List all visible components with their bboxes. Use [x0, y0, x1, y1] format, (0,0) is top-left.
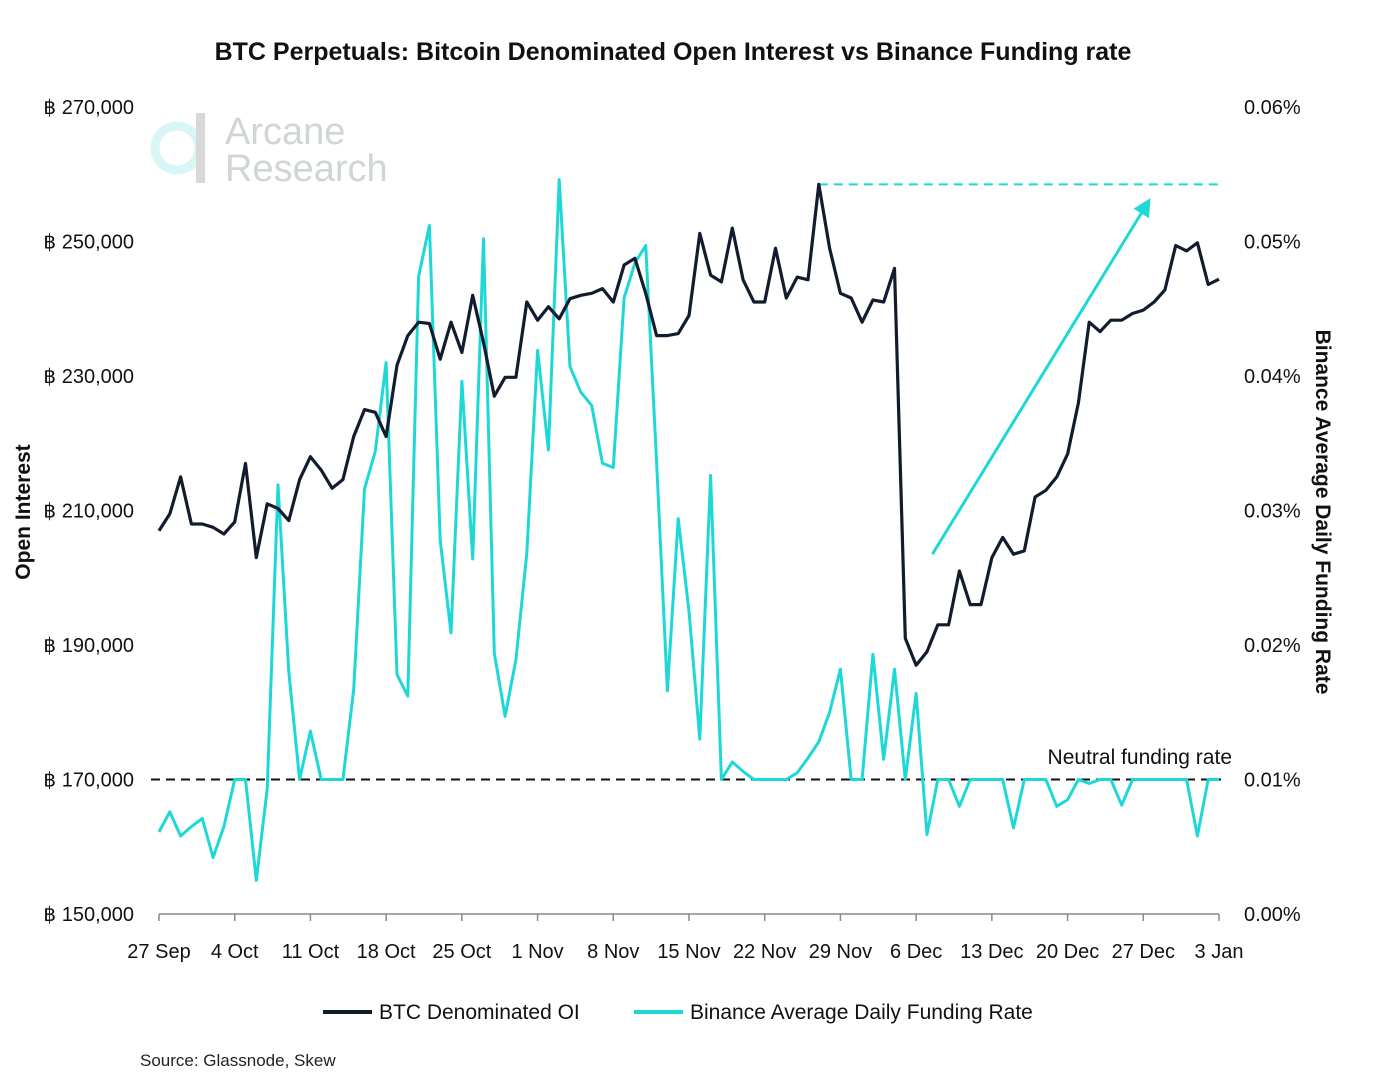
left-tick-label: ฿ 270,000	[43, 97, 134, 119]
left-tick-label: ฿ 170,000	[43, 770, 134, 792]
logo-line2: Research	[225, 148, 388, 190]
x-tick-label: 20 Dec	[1036, 941, 1099, 963]
watermark-logo: Arcane Research	[150, 111, 388, 190]
right-tick-label: 0.00%	[1244, 904, 1301, 926]
x-tick-label: 8 Nov	[587, 941, 639, 963]
funding-rate-line	[157, 178, 1219, 882]
left-tick-label: ฿ 250,000	[43, 232, 134, 254]
left-tick-label: ฿ 190,000	[43, 635, 134, 657]
open-interest-line	[157, 182, 1220, 667]
x-tick-label: 27 Sep	[127, 941, 190, 963]
legend-label-oi: BTC Denominated OI	[379, 1001, 580, 1024]
logo-bar-icon	[196, 113, 205, 183]
x-tick-label: 1 Nov	[511, 941, 563, 963]
y-axis-right-label: Binance Average Daily Funding Rate	[1311, 330, 1334, 695]
neutral-funding-label: Neutral funding rate	[1048, 746, 1232, 769]
source-note: Source: Glassnode, Skew	[140, 1051, 336, 1070]
x-tick-label: 13 Dec	[960, 941, 1023, 963]
x-tick-label: 25 Oct	[432, 941, 491, 963]
x-tick-label: 29 Nov	[809, 941, 872, 963]
left-axis: ฿ 150,000 ฿ 170,000 ฿ 190,000 ฿ 210,000 ฿ 23…	[43, 97, 134, 926]
x-tick-label: 4 Oct	[211, 941, 259, 963]
x-tick-label: 15 Nov	[657, 941, 720, 963]
y-axis-left-label: Open Interest	[12, 444, 35, 579]
legend-label-funding: Binance Average Daily Funding Rate	[690, 1001, 1033, 1024]
right-tick-label: 0.03%	[1244, 501, 1301, 523]
logo-ring-icon	[150, 121, 204, 175]
right-tick-label: 0.01%	[1244, 770, 1301, 792]
right-tick-label: 0.04%	[1244, 366, 1301, 388]
right-tick-label: 0.02%	[1244, 635, 1301, 657]
logo-line1: Arcane	[225, 111, 345, 153]
x-tick-label: 3 Jan	[1195, 941, 1244, 963]
x-tick-label: 22 Nov	[733, 941, 796, 963]
left-tick-label: ฿ 230,000	[43, 366, 134, 388]
x-tick-label: 27 Dec	[1112, 941, 1175, 963]
x-tick-label: 18 Oct	[357, 941, 416, 963]
chart-title: BTC Perpetuals: Bitcoin Denominated Open…	[215, 38, 1132, 66]
trend-arrow	[931, 198, 1151, 555]
x-tick-label: 6 Dec	[890, 941, 942, 963]
right-tick-label: 0.06%	[1244, 97, 1301, 119]
right-axis: 0.00% 0.01% 0.02% 0.03% 0.04% 0.05% 0.06%	[1244, 97, 1301, 926]
legend: BTC Denominated OI Binance Average Daily…	[323, 1001, 1033, 1024]
left-tick-label: ฿ 150,000	[43, 904, 134, 926]
right-tick-label: 0.05%	[1244, 232, 1301, 254]
left-tick-label: ฿ 210,000	[43, 501, 134, 523]
x-tick-label: 11 Oct	[282, 941, 340, 963]
x-axis: 27 Sep 4 Oct 11 Oct 18 Oct 25 Oct 1 Nov 8 Nov 1…	[127, 913, 1244, 963]
